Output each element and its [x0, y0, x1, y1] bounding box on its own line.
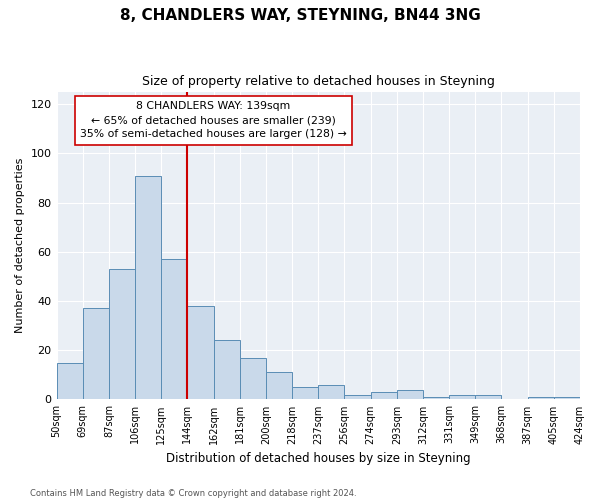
Bar: [344, 394, 371, 400]
Bar: [109, 269, 135, 400]
Bar: [318, 384, 344, 400]
Bar: [371, 392, 397, 400]
Bar: [135, 176, 161, 400]
Bar: [187, 306, 214, 400]
Bar: [397, 390, 423, 400]
Bar: [292, 387, 318, 400]
Bar: [161, 259, 187, 400]
Bar: [527, 397, 554, 400]
Y-axis label: Number of detached properties: Number of detached properties: [15, 158, 25, 334]
Text: 8 CHANDLERS WAY: 139sqm
← 65% of detached houses are smaller (239)
35% of semi-d: 8 CHANDLERS WAY: 139sqm ← 65% of detache…: [80, 101, 347, 139]
Text: Contains HM Land Registry data © Crown copyright and database right 2024.: Contains HM Land Registry data © Crown c…: [30, 488, 356, 498]
X-axis label: Distribution of detached houses by size in Steyning: Distribution of detached houses by size …: [166, 452, 470, 465]
Bar: [214, 340, 240, 400]
Bar: [56, 362, 83, 400]
Bar: [475, 394, 502, 400]
Bar: [449, 394, 475, 400]
Bar: [554, 397, 580, 400]
Bar: [83, 308, 109, 400]
Bar: [266, 372, 292, 400]
Text: 8, CHANDLERS WAY, STEYNING, BN44 3NG: 8, CHANDLERS WAY, STEYNING, BN44 3NG: [119, 8, 481, 22]
Title: Size of property relative to detached houses in Steyning: Size of property relative to detached ho…: [142, 75, 495, 88]
Bar: [423, 397, 449, 400]
Bar: [240, 358, 266, 400]
